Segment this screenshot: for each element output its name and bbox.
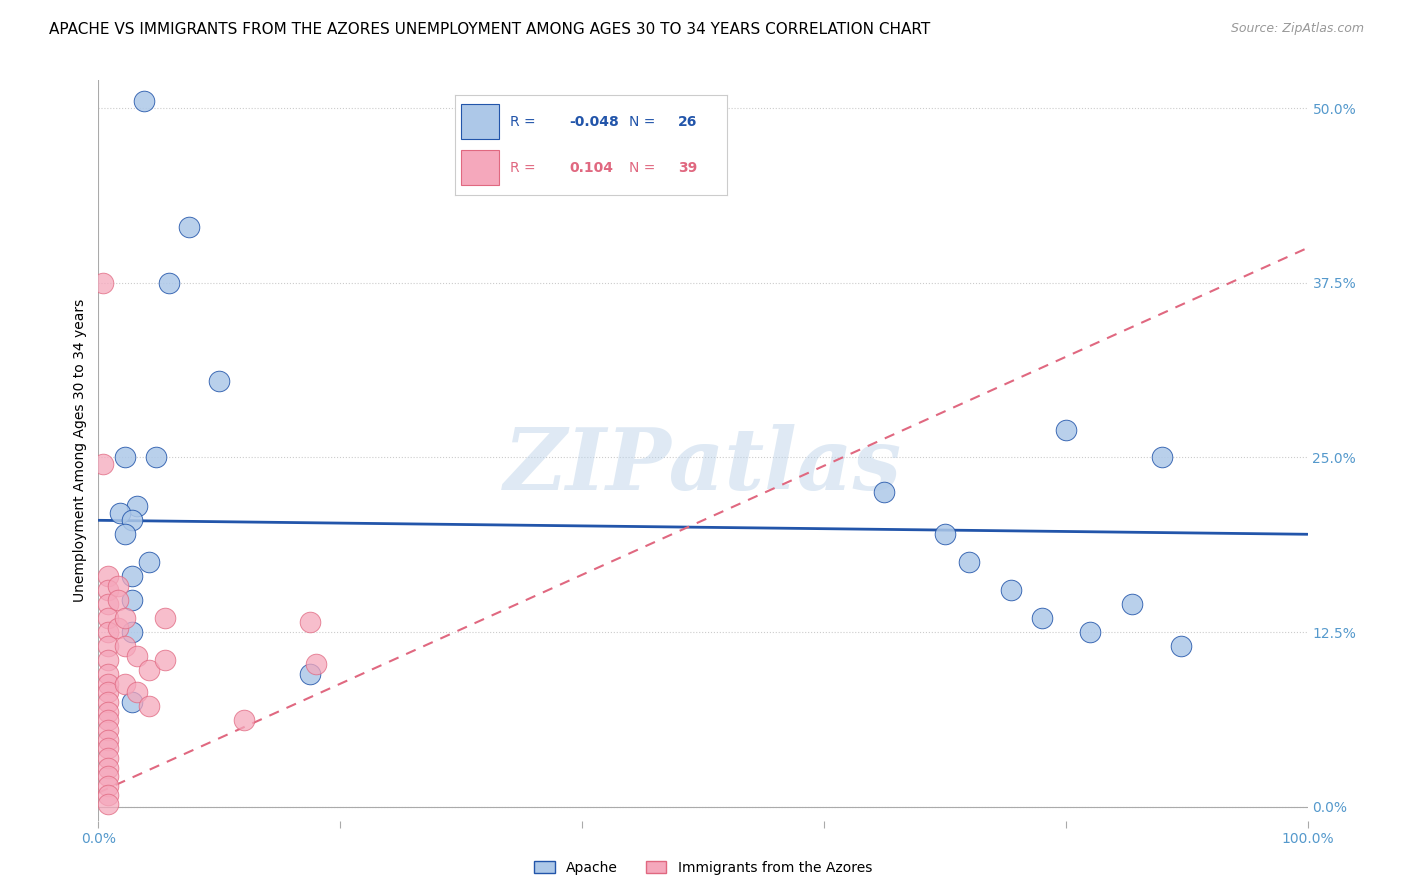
Point (208, 374, 231, 388)
Point (97, 625, 120, 640)
Point (114, 677, 136, 691)
Point (127, 648, 149, 663)
Point (107, 621, 129, 635)
Point (97, 611, 120, 625)
Point (127, 500, 149, 514)
Point (138, 663, 160, 677)
Point (97, 685, 120, 699)
Point (1121, 597, 1143, 611)
Point (97, 677, 120, 691)
Point (97, 705, 120, 719)
Point (1078, 625, 1101, 640)
Point (1170, 639, 1192, 653)
Point (1152, 450, 1174, 465)
Point (91, 276, 114, 290)
Legend: Apache, Immigrants from the Azores: Apache, Immigrants from the Azores (529, 855, 877, 880)
Point (121, 625, 143, 640)
Point (114, 450, 136, 465)
Text: APACHE VS IMMIGRANTS FROM THE AZORES UNEMPLOYMENT AMONG AGES 30 TO 34 YEARS CORR: APACHE VS IMMIGRANTS FROM THE AZORES UNE… (49, 22, 931, 37)
Point (873, 485, 896, 500)
Text: ZIPatlas: ZIPatlas (503, 424, 903, 507)
Point (114, 611, 136, 625)
Point (91, 458, 114, 472)
Point (121, 569, 143, 583)
Point (97, 695, 120, 709)
Point (145, 450, 167, 465)
Point (97, 760, 120, 774)
Point (121, 593, 143, 607)
Point (97, 769, 120, 783)
Point (97, 779, 120, 793)
Point (138, 699, 160, 714)
Point (97, 583, 120, 598)
Point (179, 219, 201, 234)
Text: Source: ZipAtlas.com: Source: ZipAtlas.com (1230, 22, 1364, 36)
Point (299, 667, 322, 681)
Point (1054, 423, 1077, 437)
Point (1000, 583, 1022, 598)
Point (1031, 611, 1053, 625)
Point (114, 639, 136, 653)
Point (97, 639, 120, 653)
Point (107, 593, 129, 607)
Point (232, 713, 254, 727)
Point (97, 751, 120, 765)
Point (97, 667, 120, 681)
Point (134, 94, 156, 108)
Point (305, 657, 328, 672)
Point (97, 653, 120, 667)
Y-axis label: Unemployment Among Ages 30 to 34 years: Unemployment Among Ages 30 to 34 years (73, 299, 87, 602)
Point (107, 579, 129, 593)
Point (114, 527, 136, 541)
Point (121, 513, 143, 527)
Point (127, 685, 149, 699)
Point (97, 597, 120, 611)
Point (121, 695, 143, 709)
Point (97, 797, 120, 811)
Point (299, 615, 322, 630)
Point (97, 789, 120, 803)
Point (138, 555, 160, 569)
Point (97, 723, 120, 737)
Point (957, 555, 980, 569)
Point (97, 732, 120, 747)
Point (153, 611, 176, 625)
Point (108, 506, 131, 520)
Point (934, 527, 956, 541)
Point (97, 741, 120, 756)
Point (157, 276, 180, 290)
Point (153, 653, 176, 667)
Point (97, 713, 120, 727)
Point (97, 569, 120, 583)
